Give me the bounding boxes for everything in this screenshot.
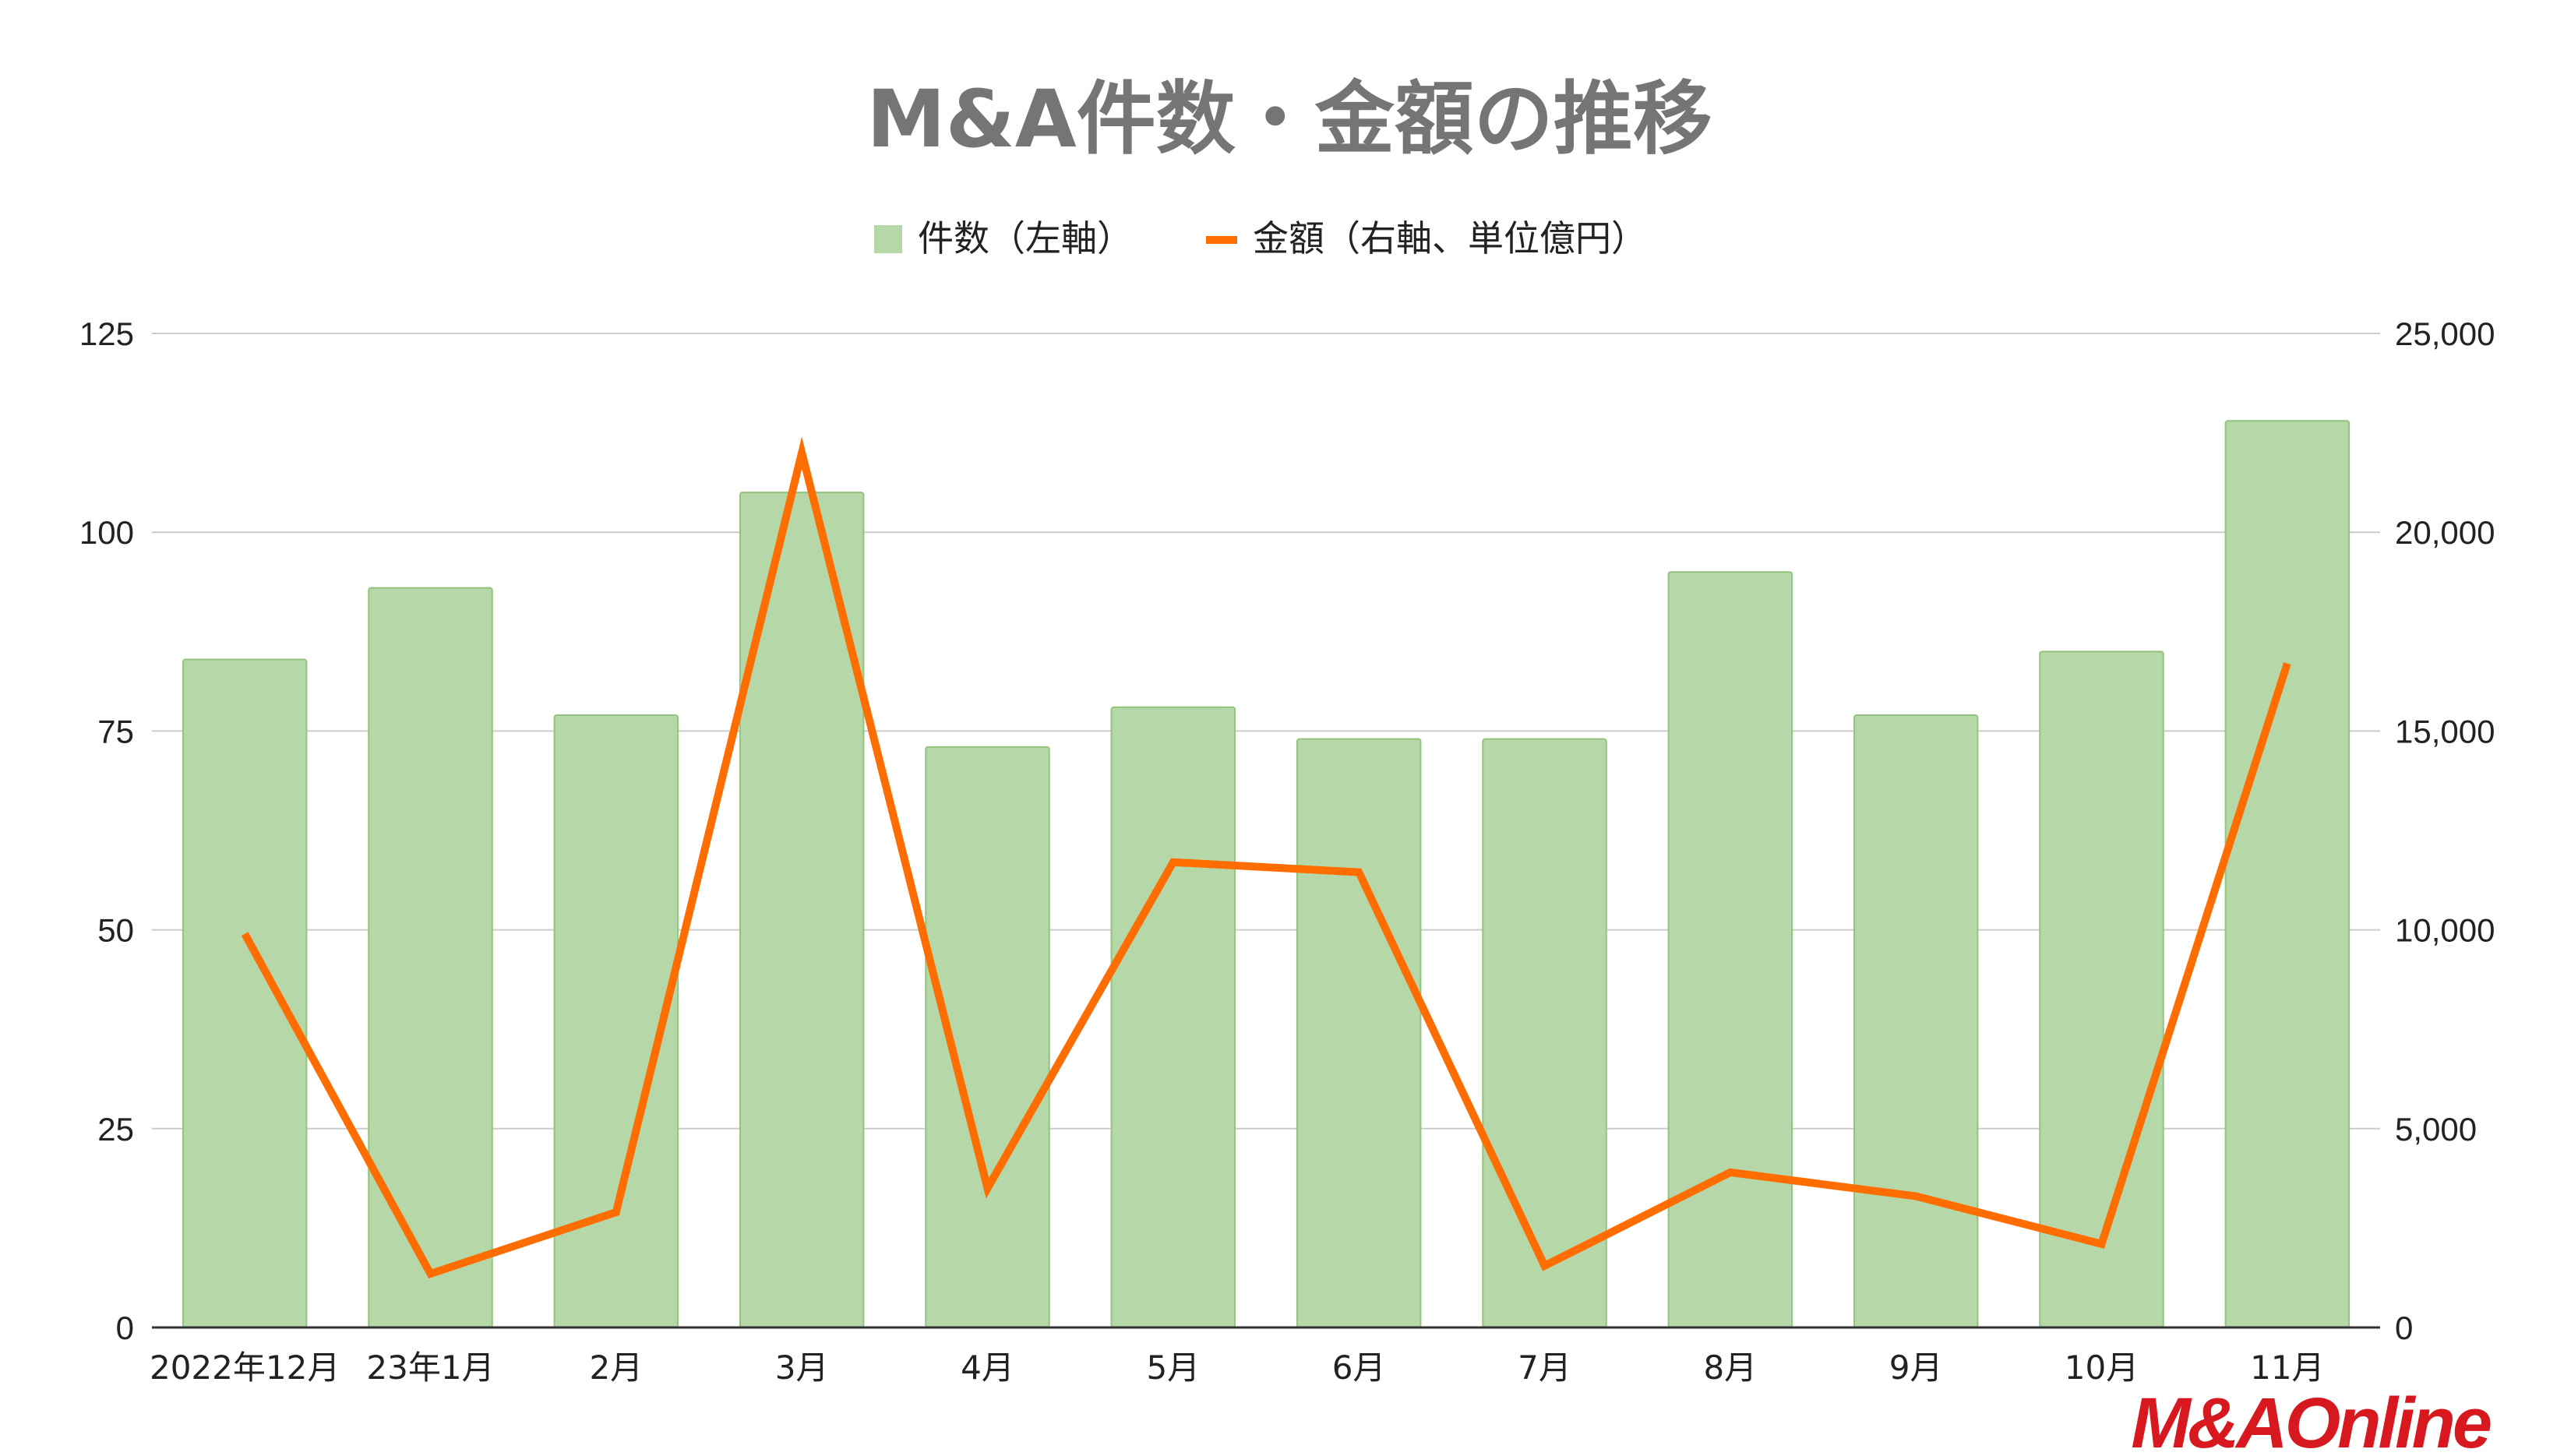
legend-swatch-bar bbox=[874, 225, 902, 253]
right-tick-label: 0 bbox=[2395, 1310, 2413, 1346]
bar-9月 bbox=[1853, 714, 1979, 1328]
legend: 件数（左軸） 金額（右軸、単位億円） bbox=[874, 217, 1647, 259]
bar-2022年12月 bbox=[182, 658, 308, 1328]
right-tick-label: 25,000 bbox=[2395, 316, 2495, 352]
bar-8月 bbox=[1667, 571, 1793, 1328]
right-tick-label: 5,000 bbox=[2395, 1111, 2477, 1148]
left-tick-label: 75 bbox=[97, 713, 134, 749]
bar-11月 bbox=[2224, 420, 2351, 1329]
category-label: 9月 bbox=[1889, 1348, 1943, 1387]
category-label: 7月 bbox=[1518, 1348, 1571, 1387]
category-label: 4月 bbox=[961, 1348, 1014, 1387]
bar-10月 bbox=[2039, 650, 2164, 1328]
category-label: 23年1月 bbox=[366, 1348, 494, 1387]
left-tick-label: 125 bbox=[79, 316, 134, 352]
category-label: 6月 bbox=[1332, 1348, 1386, 1387]
bar-5月 bbox=[1110, 706, 1236, 1328]
left-tick-label: 50 bbox=[97, 912, 134, 949]
chart-title: M&A件数・金額の推移 bbox=[866, 73, 1712, 166]
right-tick-label: 10,000 bbox=[2395, 912, 2495, 949]
category-label: 5月 bbox=[1146, 1348, 1200, 1387]
category-label: 10月 bbox=[2065, 1348, 2139, 1387]
bar-6月 bbox=[1296, 738, 1422, 1328]
amount-line bbox=[241, 436, 2291, 1279]
logo: M&AOnline bbox=[2131, 1384, 2491, 1456]
bar-7月 bbox=[1482, 738, 1607, 1328]
legend-label-line: 金額（右軸、単位億円） bbox=[1253, 217, 1647, 259]
category-label: 2022年12月 bbox=[150, 1348, 340, 1387]
legend-label-bar: 件数（左軸） bbox=[918, 217, 1133, 259]
left-tick-label: 25 bbox=[97, 1111, 134, 1148]
line-series bbox=[241, 436, 2291, 1279]
category-label: 11月 bbox=[2250, 1348, 2324, 1387]
bar-4月 bbox=[925, 746, 1050, 1328]
left-tick-label: 100 bbox=[79, 514, 134, 551]
right-tick-label: 15,000 bbox=[2395, 713, 2495, 749]
category-labels: 2022年12月 23年1月 2月 3月 4月 5月 6月 7月 8月 9月 10月 11月 bbox=[150, 1348, 2325, 1387]
bar-series bbox=[182, 420, 2351, 1329]
category-label: 8月 bbox=[1703, 1348, 1757, 1387]
legend-swatch-line bbox=[1206, 236, 1237, 244]
left-tick-label: 0 bbox=[116, 1310, 134, 1346]
right-axis-ticks: 0 5,000 10,000 15,000 20,000 25,000 bbox=[2395, 316, 2495, 1346]
category-label: 3月 bbox=[775, 1348, 829, 1387]
left-axis-ticks: 0 25 50 75 100 125 bbox=[79, 316, 134, 1346]
gridlines bbox=[152, 333, 2380, 1130]
category-label: 2月 bbox=[589, 1348, 643, 1387]
bar-23年1月 bbox=[368, 587, 493, 1328]
right-tick-label: 20,000 bbox=[2395, 514, 2495, 551]
